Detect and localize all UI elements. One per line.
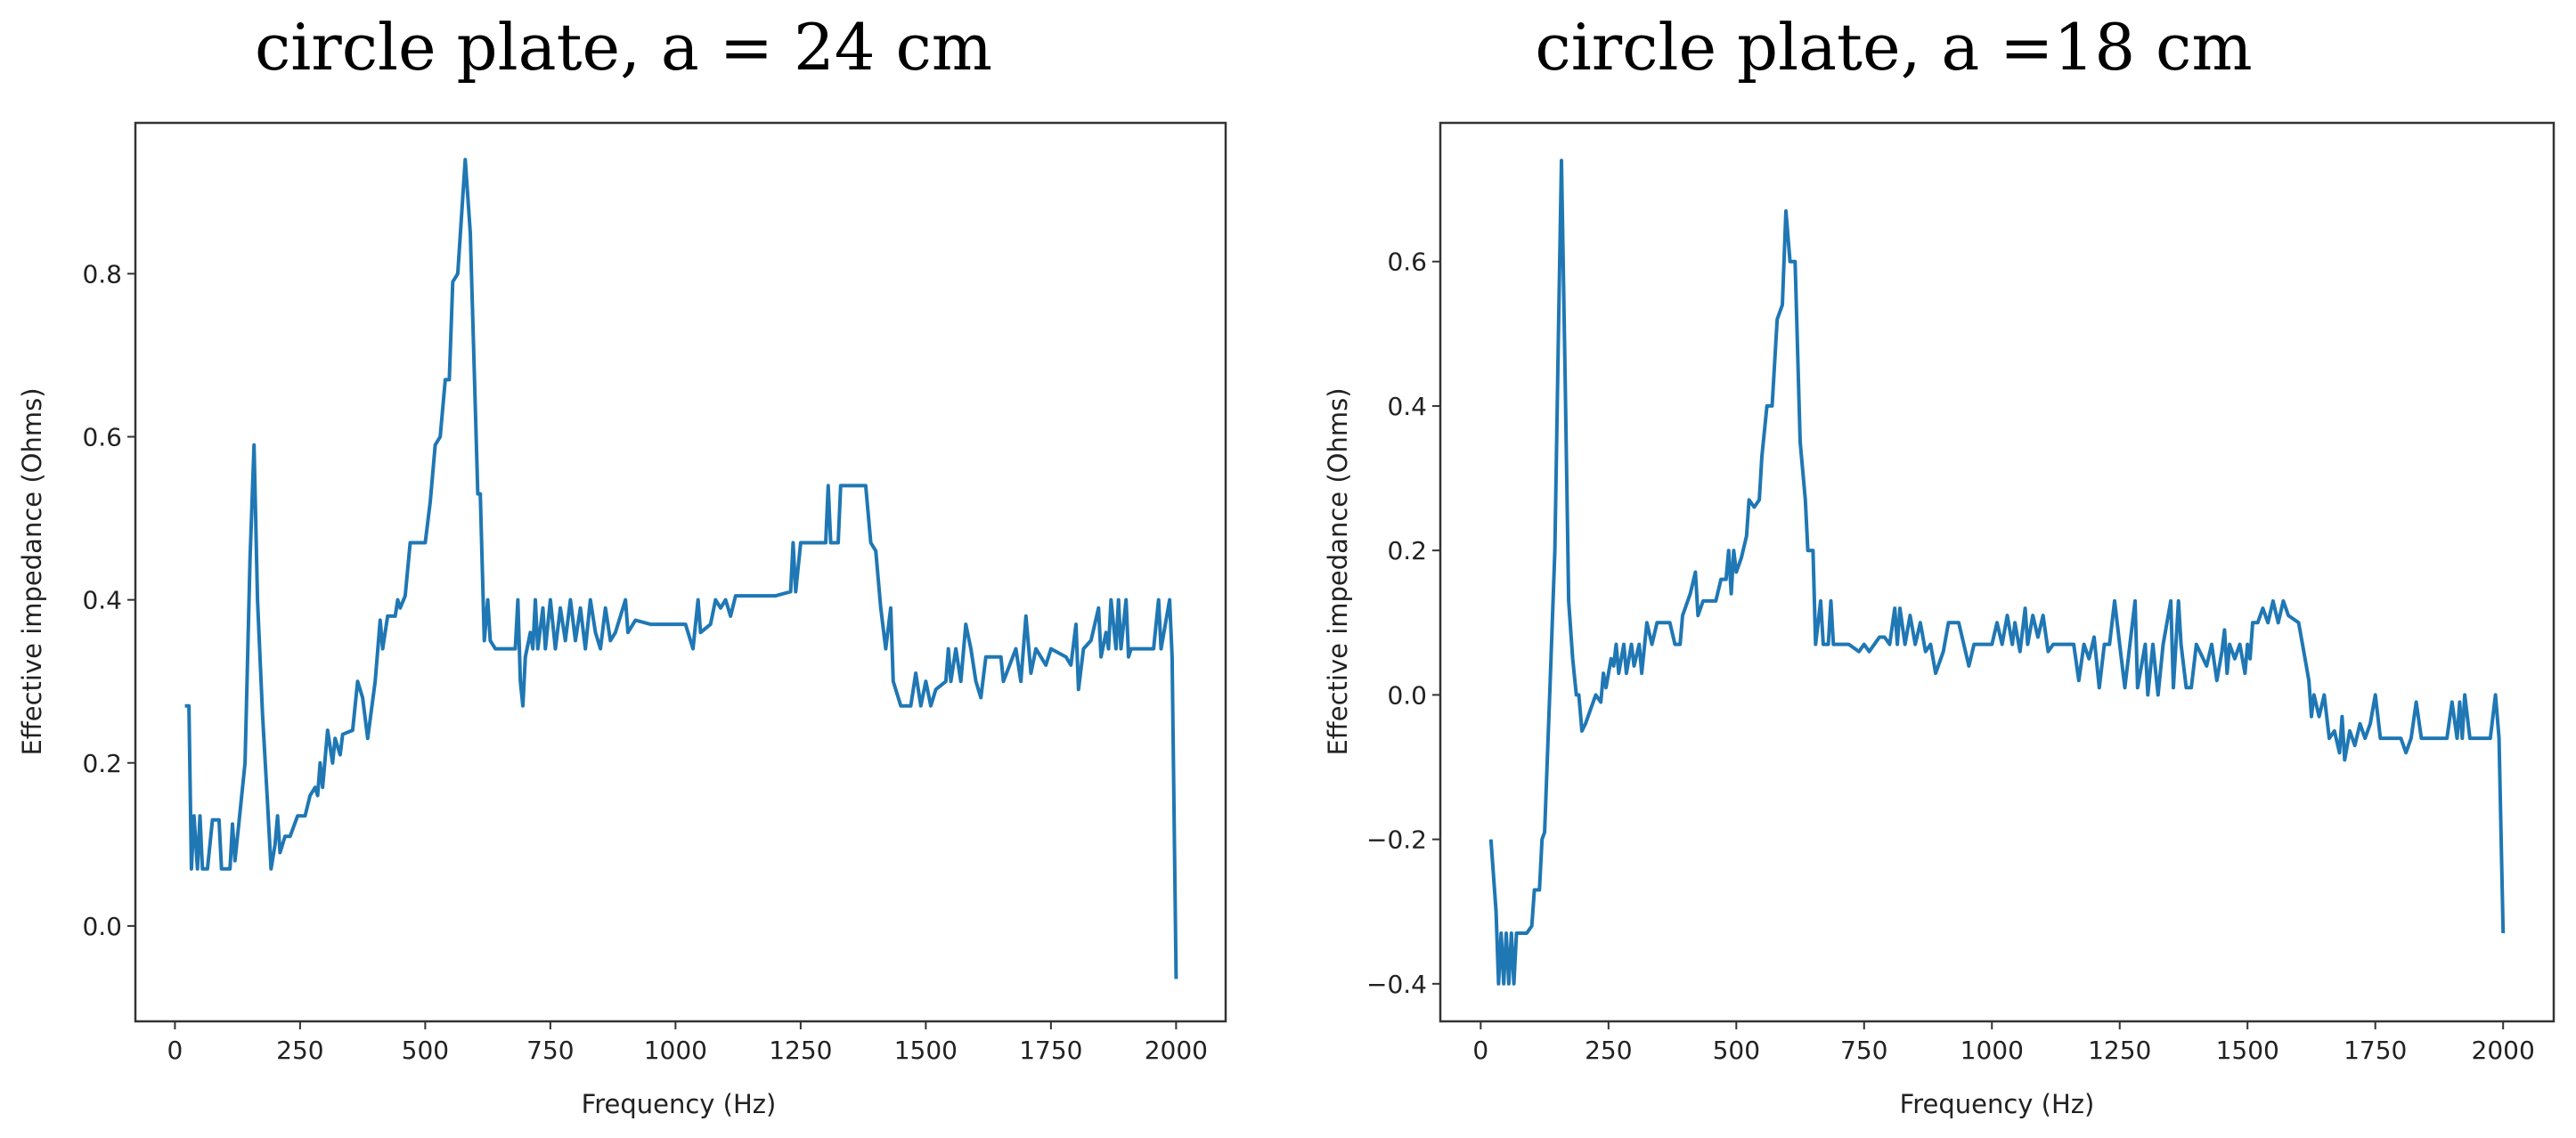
plot-frame xyxy=(1439,121,2556,1023)
x-tick-label: 1750 xyxy=(2344,1036,2407,1065)
x-tick-label: 250 xyxy=(276,1036,323,1065)
y-tick-label: −0.4 xyxy=(1366,970,1427,999)
chart-left: circle plate, a = 24 cm Frequency (Hz) E… xyxy=(17,10,1227,1119)
x-tick-label: 1750 xyxy=(1019,1036,1082,1065)
plot-frame xyxy=(134,121,1227,1023)
y-axis-label: Effective impedance (Ohms) xyxy=(17,387,47,755)
y-tick-label: 0.6 xyxy=(1387,248,1427,277)
chart-right: circle plate, a =18 cm Frequency (Hz) Ef… xyxy=(1323,10,2556,1119)
y-tick-label: 0.2 xyxy=(1387,536,1427,565)
chart-title: circle plate, a =18 cm xyxy=(1535,10,2252,85)
y-tick-label: 0.6 xyxy=(82,423,122,452)
chart-title: circle plate, a = 24 cm xyxy=(255,10,992,85)
data-series-line xyxy=(1488,159,2506,986)
y-tick-label: 0.4 xyxy=(1387,392,1427,421)
x-tick-label: 1500 xyxy=(2216,1036,2279,1065)
y-tick-label: 0.2 xyxy=(82,749,122,778)
x-tick-label: 1000 xyxy=(644,1036,707,1065)
y-tick-label: 0.4 xyxy=(82,586,122,615)
x-tick-label: 1000 xyxy=(1961,1036,2024,1065)
x-tick-label: 2000 xyxy=(2472,1036,2535,1065)
x-tick-label: 2000 xyxy=(1145,1036,1208,1065)
x-tick-label: 1250 xyxy=(2088,1036,2151,1065)
x-tick-label: 500 xyxy=(1713,1036,1760,1065)
x-tick-label: 500 xyxy=(402,1036,449,1065)
x-tick-label: 1500 xyxy=(894,1036,958,1065)
x-tick-label: 0 xyxy=(167,1036,183,1065)
y-tick-label: 0.0 xyxy=(82,912,122,941)
x-tick-label: 750 xyxy=(526,1036,574,1065)
x-axis-label: Frequency (Hz) xyxy=(582,1089,777,1119)
x-tick-label: 750 xyxy=(1840,1036,1887,1065)
y-tick-label: 0.8 xyxy=(82,259,122,289)
x-axis-label: Frequency (Hz) xyxy=(1900,1089,2095,1119)
data-series-line xyxy=(184,158,1178,979)
x-tick-label: 0 xyxy=(1472,1036,1488,1065)
y-tick-label: −0.2 xyxy=(1366,825,1427,855)
x-tick-label: 250 xyxy=(1585,1036,1632,1065)
x-tick-label: 1250 xyxy=(769,1036,832,1065)
y-tick-label: 0.0 xyxy=(1387,680,1427,710)
y-axis-label: Effective impedance (Ohms) xyxy=(1323,387,1353,755)
